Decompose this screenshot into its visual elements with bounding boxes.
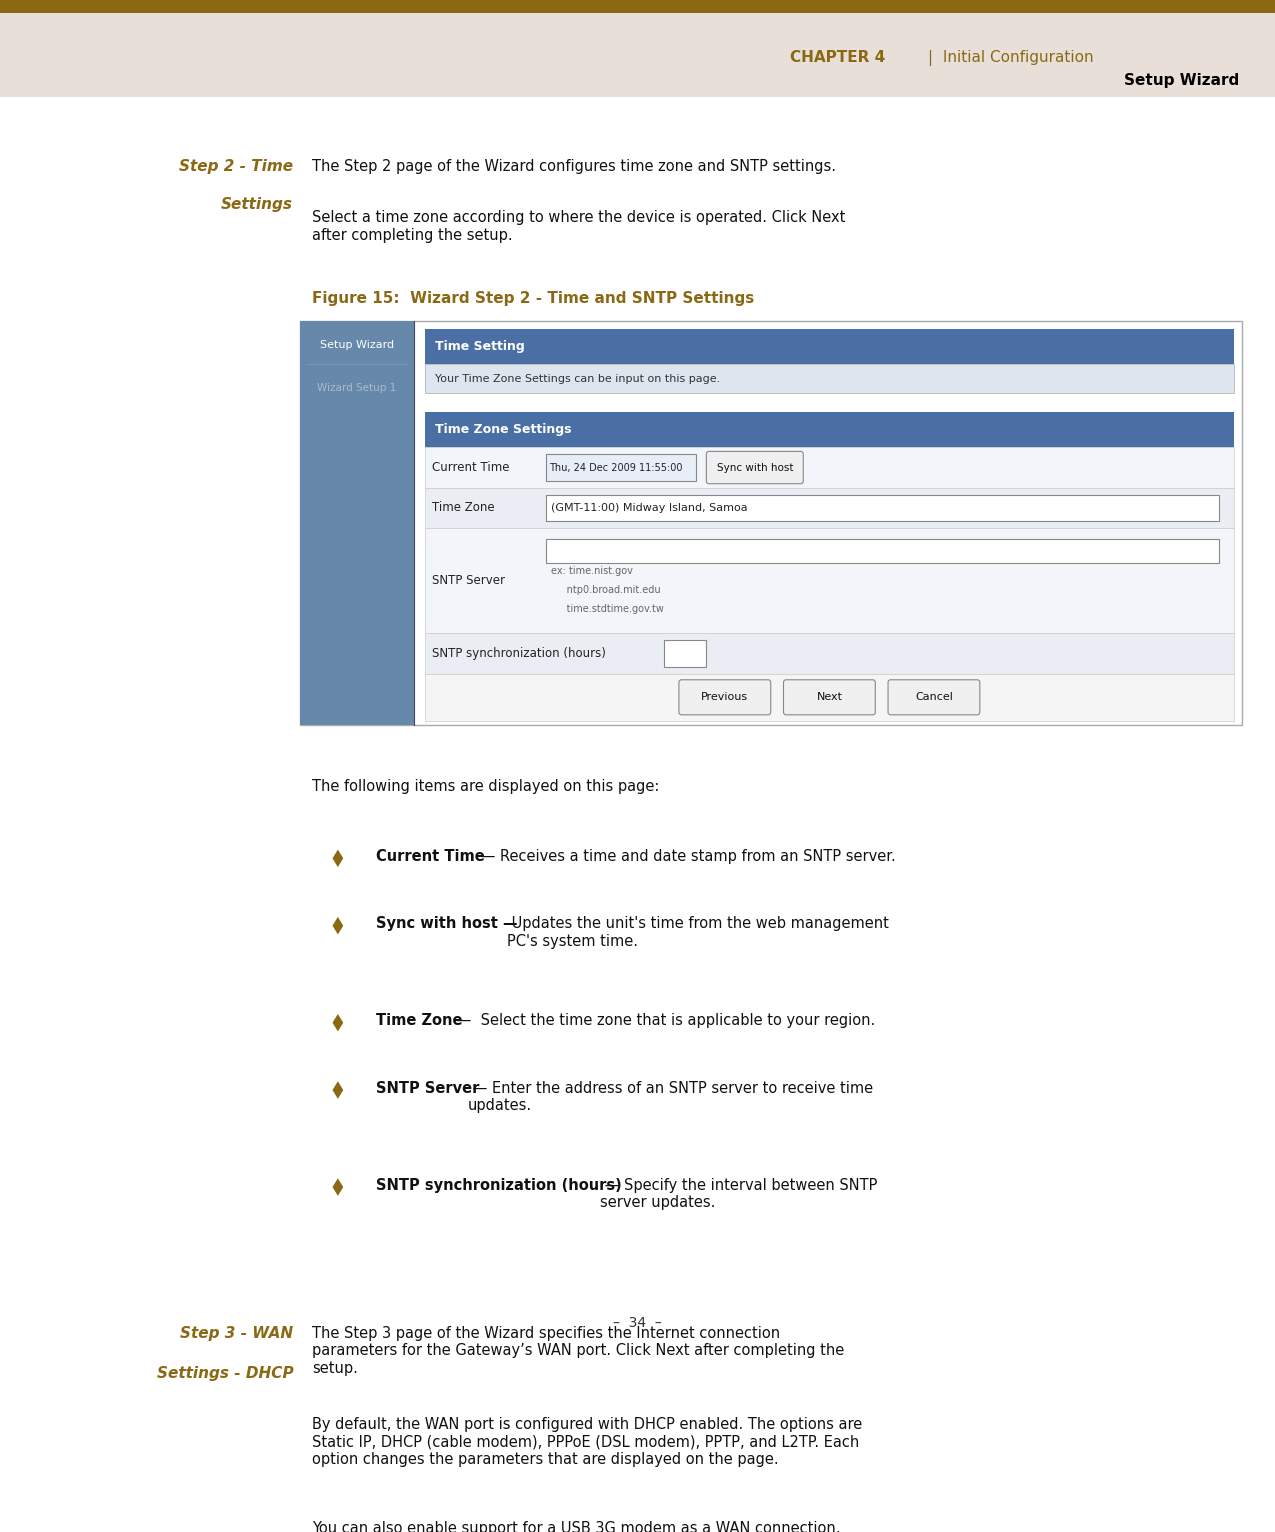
Bar <box>425 487 1234 529</box>
FancyBboxPatch shape <box>887 680 979 715</box>
Text: CHAPTER 4: CHAPTER 4 <box>790 51 886 64</box>
Text: —  Select the time zone that is applicable to your region.: — Select the time zone that is applicabl… <box>453 1013 876 1028</box>
Text: Current Time: Current Time <box>376 849 484 864</box>
Text: Time Zone: Time Zone <box>376 1013 463 1028</box>
Text: — Receives a time and date stamp from an SNTP server.: — Receives a time and date stamp from an… <box>476 849 895 864</box>
Text: — Specify the interval between SNTP
server updates.: — Specify the interval between SNTP serv… <box>601 1178 877 1210</box>
Text: Updates the unit's time from the web management
PC's system time.: Updates the unit's time from the web man… <box>507 916 889 948</box>
Text: Setup Wizard: Setup Wizard <box>320 340 394 349</box>
FancyBboxPatch shape <box>783 680 875 715</box>
Text: Figure 15:  Wizard Step 2 - Time and SNTP Settings: Figure 15: Wizard Step 2 - Time and SNTP… <box>312 291 755 306</box>
Text: Sync with host: Sync with host <box>717 463 793 472</box>
Text: Time Zone Settings: Time Zone Settings <box>435 423 571 437</box>
FancyBboxPatch shape <box>678 680 770 715</box>
Text: Next: Next <box>816 692 843 702</box>
Bar <box>0 0 1275 97</box>
Text: Time Setting: Time Setting <box>435 340 524 352</box>
Text: You can also enable support for a USB 3G modem as a WAN connection,
either as a : You can also enable support for a USB 3G… <box>312 1521 840 1532</box>
Bar <box>425 633 1234 674</box>
Bar <box>425 412 1234 447</box>
Polygon shape <box>333 1014 343 1031</box>
Bar <box>425 674 1234 722</box>
Text: Previous: Previous <box>701 692 748 702</box>
Text: Thu, 24 Dec 2009 11:55:00: Thu, 24 Dec 2009 11:55:00 <box>550 463 683 472</box>
Text: The Step 3 page of the Wizard specifies the Internet connection
parameters for t: The Step 3 page of the Wizard specifies … <box>312 1325 844 1376</box>
Polygon shape <box>333 1082 343 1098</box>
Text: Settings: Settings <box>222 196 293 211</box>
Bar <box>300 320 1242 725</box>
Polygon shape <box>333 850 343 867</box>
FancyBboxPatch shape <box>706 452 803 484</box>
Text: The following items are displayed on this page:: The following items are displayed on thi… <box>312 778 659 794</box>
Text: SNTP Server: SNTP Server <box>432 574 505 587</box>
Text: Step 3 - WAN: Step 3 - WAN <box>180 1325 293 1340</box>
Text: Step 2 - Time: Step 2 - Time <box>179 159 293 175</box>
Text: Cancel: Cancel <box>915 692 952 702</box>
Polygon shape <box>333 918 343 935</box>
Text: |  Initial Configuration: | Initial Configuration <box>928 51 1094 66</box>
Text: The Step 2 page of the Wizard configures time zone and SNTP settings.: The Step 2 page of the Wizard configures… <box>312 159 836 175</box>
Text: SNTP synchronization (hours): SNTP synchronization (hours) <box>376 1178 622 1192</box>
Bar <box>0 0 1275 14</box>
Bar <box>425 329 1234 363</box>
Bar <box>546 453 696 481</box>
Text: (GMT-11:00) Midway Island, Samoa: (GMT-11:00) Midway Island, Samoa <box>551 502 747 513</box>
Text: Settings - DHCP: Settings - DHCP <box>157 1367 293 1382</box>
Bar <box>300 320 414 725</box>
Bar <box>425 363 1234 394</box>
Text: Current Time: Current Time <box>432 461 510 473</box>
Text: ntp0.broad.mit.edu: ntp0.broad.mit.edu <box>551 585 660 594</box>
Text: ex: time.nist.gov: ex: time.nist.gov <box>551 567 632 576</box>
Text: Your Time Zone Settings can be input on this page.: Your Time Zone Settings can be input on … <box>435 374 720 383</box>
Text: Setup Wizard: Setup Wizard <box>1125 72 1239 87</box>
Text: — Enter the address of an SNTP server to receive time
updates.: — Enter the address of an SNTP server to… <box>468 1080 873 1114</box>
Text: Wizard Setup 1: Wizard Setup 1 <box>317 383 397 394</box>
Text: time.stdtime.gov.tw: time.stdtime.gov.tw <box>551 604 664 614</box>
Bar <box>664 640 706 666</box>
Text: Select a time zone according to where the device is operated. Click Next
after c: Select a time zone according to where th… <box>312 210 845 242</box>
Text: –  34  –: – 34 – <box>613 1316 662 1330</box>
Bar <box>425 447 1234 487</box>
Text: By default, the WAN port is configured with DHCP enabled. The options are
Static: By default, the WAN port is configured w… <box>312 1417 863 1468</box>
Text: Sync with host —: Sync with host — <box>376 916 518 931</box>
Text: Time Zone: Time Zone <box>432 501 495 515</box>
Bar <box>546 495 1219 521</box>
Text: SNTP synchronization (hours): SNTP synchronization (hours) <box>432 647 606 660</box>
Bar <box>546 539 1219 564</box>
Polygon shape <box>333 1178 343 1196</box>
Bar <box>425 529 1234 633</box>
Text: SNTP Server: SNTP Server <box>376 1080 479 1095</box>
